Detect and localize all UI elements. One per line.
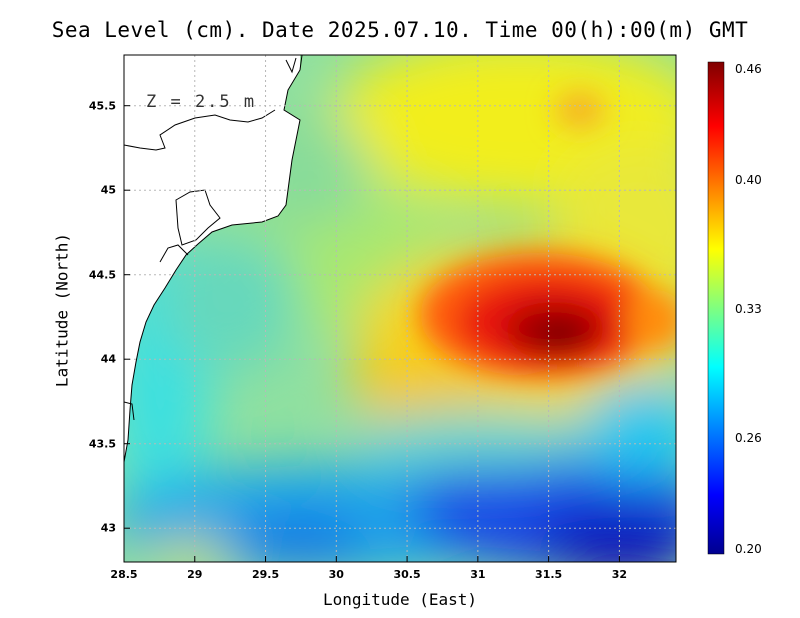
land-mass (124, 55, 300, 462)
x-tick-label: 31 (470, 568, 486, 581)
x-tick-label: 28.5 (110, 568, 138, 581)
sea-level-field (124, 55, 676, 562)
y-tick-label: 43.5 (88, 437, 116, 451)
y-tick-label: 44 (100, 352, 116, 366)
x-tick-label: 30 (328, 568, 344, 581)
colorbar-tick-label: 0.33 (735, 302, 762, 316)
map-title: Sea Level (cm). Date 2025.07.10. Time 00… (51, 18, 749, 42)
plot-frame (123, 54, 677, 563)
depth-label: Z = 2.5 m (146, 92, 257, 112)
colorbar (707, 61, 725, 555)
y-tick-label: 45 (100, 183, 116, 197)
x-tick-label: 32 (611, 568, 628, 581)
colorbar-tick-label: 0.40 (735, 172, 762, 187)
colorbar-tick-label: 0.20 (735, 542, 762, 556)
y-tick-label: 44.5 (88, 268, 116, 282)
y-tick-label: 43 (100, 521, 116, 535)
colorbar-tick-label: 0.46 (735, 62, 762, 76)
coastline (124, 55, 303, 463)
x-tick-label: 29.5 (251, 568, 280, 581)
x-tick-label: 31.5 (535, 568, 563, 581)
x-tick-label: 29 (187, 568, 203, 581)
colorbar-tick-label: 0.26 (735, 431, 762, 446)
x-axis-label: Longitude (East) (322, 590, 478, 609)
x-tick-label: 30.5 (393, 568, 421, 581)
map-grid (124, 55, 676, 562)
y-tick-label: 45.5 (88, 99, 116, 113)
